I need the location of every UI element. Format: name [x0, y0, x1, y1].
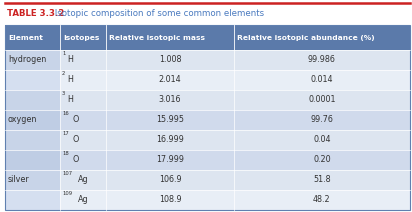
Bar — [106, 170, 234, 190]
Text: 3.016: 3.016 — [159, 95, 181, 104]
Text: O: O — [73, 155, 79, 164]
Text: Isotopes: Isotopes — [63, 35, 99, 41]
Bar — [234, 50, 410, 70]
Text: H: H — [68, 95, 73, 104]
Text: 16.999: 16.999 — [156, 135, 184, 144]
Bar — [234, 130, 410, 150]
Bar — [5, 70, 60, 90]
Text: 17.999: 17.999 — [156, 155, 184, 164]
Text: O: O — [73, 115, 79, 124]
Bar — [60, 190, 106, 210]
Bar — [5, 90, 60, 110]
Bar — [5, 190, 60, 210]
Bar — [106, 25, 234, 50]
Bar — [234, 150, 410, 170]
Bar — [5, 170, 60, 190]
Bar — [5, 90, 60, 110]
Bar — [106, 110, 234, 130]
Bar — [60, 130, 106, 150]
Bar — [5, 130, 60, 150]
Text: Relative isotopic abundance (%): Relative isotopic abundance (%) — [237, 35, 375, 41]
Bar — [60, 110, 106, 130]
Bar — [60, 90, 106, 110]
Bar — [60, 25, 106, 50]
Bar — [106, 70, 234, 90]
Bar — [5, 70, 60, 90]
Bar — [106, 90, 234, 110]
Text: 0.0001: 0.0001 — [308, 95, 336, 104]
Text: 1: 1 — [62, 51, 66, 56]
Bar — [5, 170, 60, 190]
Bar — [5, 50, 60, 70]
Text: oxygen: oxygen — [8, 115, 37, 124]
Bar — [234, 110, 410, 130]
Text: 48.2: 48.2 — [313, 195, 331, 204]
Text: 106.9: 106.9 — [159, 175, 181, 184]
Bar — [234, 170, 410, 190]
Bar — [5, 150, 60, 170]
Text: 0.04: 0.04 — [313, 135, 330, 144]
Text: 18: 18 — [62, 151, 69, 156]
Text: Relative isotopic mass: Relative isotopic mass — [110, 35, 206, 41]
Text: 2.014: 2.014 — [159, 75, 181, 84]
Text: 0.20: 0.20 — [313, 155, 331, 164]
Bar — [234, 90, 410, 110]
Text: 1.008: 1.008 — [159, 55, 181, 64]
Bar — [5, 110, 60, 130]
Text: 0.014: 0.014 — [311, 75, 333, 84]
Bar — [234, 70, 410, 90]
Bar — [5, 25, 410, 210]
Text: 16: 16 — [62, 111, 69, 116]
Bar — [60, 70, 106, 90]
Bar — [106, 150, 234, 170]
Bar — [106, 190, 234, 210]
Bar — [234, 190, 410, 210]
Text: O: O — [73, 135, 79, 144]
Text: 107: 107 — [62, 171, 72, 176]
Bar — [5, 190, 60, 210]
Bar — [60, 170, 106, 190]
Text: 2: 2 — [62, 71, 66, 76]
Text: Ag: Ag — [78, 195, 89, 204]
Text: 109: 109 — [62, 191, 72, 196]
Bar — [5, 50, 60, 70]
Text: 17: 17 — [62, 131, 69, 136]
Text: Isotopic composition of some common elements: Isotopic composition of some common elem… — [52, 9, 264, 18]
Bar — [5, 150, 60, 170]
Text: 99.986: 99.986 — [308, 55, 336, 64]
Text: Ag: Ag — [78, 175, 89, 184]
Text: silver: silver — [8, 175, 30, 184]
Bar — [60, 150, 106, 170]
Bar — [5, 110, 60, 130]
Bar — [5, 130, 60, 150]
Text: 108.9: 108.9 — [159, 195, 181, 204]
Bar — [106, 50, 234, 70]
Text: Element: Element — [8, 35, 43, 41]
Bar — [234, 25, 410, 50]
Text: hydrogen: hydrogen — [8, 55, 46, 64]
Bar — [5, 25, 60, 50]
Text: 51.8: 51.8 — [313, 175, 331, 184]
Bar — [106, 130, 234, 150]
Text: 3: 3 — [62, 91, 66, 96]
Text: H: H — [68, 75, 73, 84]
Text: TABLE 3.3.2: TABLE 3.3.2 — [7, 9, 65, 18]
Text: H: H — [68, 55, 73, 64]
Text: 15.995: 15.995 — [156, 115, 184, 124]
Text: 99.76: 99.76 — [310, 115, 333, 124]
Bar — [60, 50, 106, 70]
